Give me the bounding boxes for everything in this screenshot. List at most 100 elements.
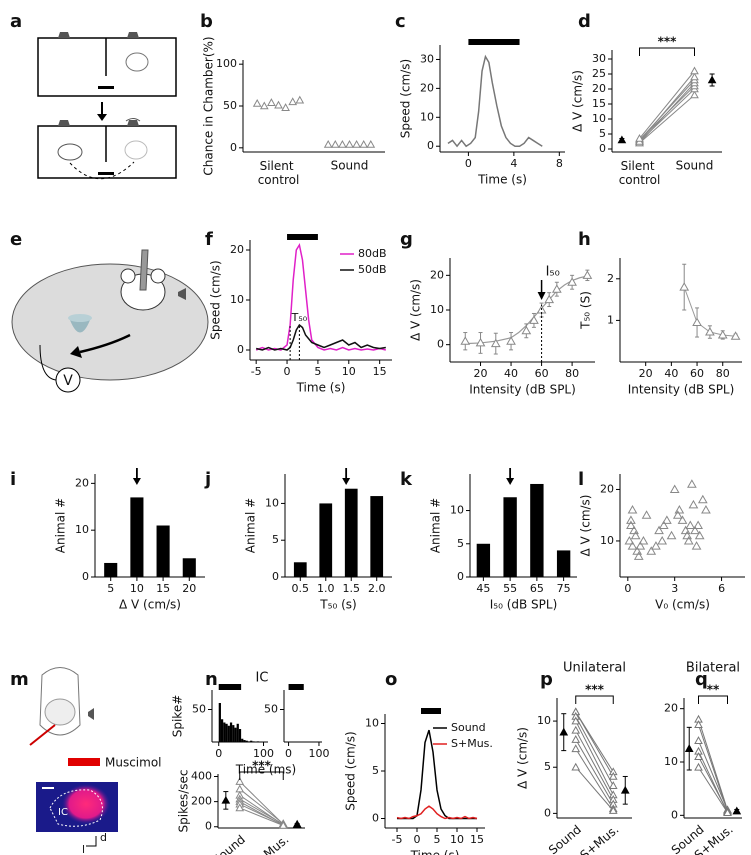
y-tick-label: 0 xyxy=(427,139,434,152)
marker xyxy=(690,525,700,535)
bar xyxy=(319,503,333,577)
marker xyxy=(694,530,705,540)
panel-label: j xyxy=(204,469,211,490)
y-tick-label: 100 xyxy=(216,57,237,70)
y-axis-label: Δ V (cm/s) xyxy=(571,70,585,132)
panel-label: p xyxy=(540,669,553,690)
sound-wave xyxy=(125,118,141,122)
speaker xyxy=(178,288,186,300)
marker xyxy=(633,551,644,560)
significance-bracket xyxy=(639,47,695,56)
arrow-head xyxy=(132,478,141,485)
marker xyxy=(521,325,532,335)
y-axis-label: Animal # xyxy=(429,498,443,553)
y-tick-label: 50 xyxy=(223,99,237,112)
category-label: Sound xyxy=(676,159,714,173)
bar xyxy=(227,725,230,742)
marker xyxy=(662,515,672,524)
marker xyxy=(646,546,657,555)
connector xyxy=(39,344,57,381)
marker xyxy=(717,329,728,339)
category-label: Sound xyxy=(331,159,369,173)
y-tick-label: 5 xyxy=(457,537,464,550)
bar xyxy=(344,488,358,577)
marker xyxy=(608,781,618,789)
x-tick-label: 0 xyxy=(414,833,421,846)
pair-line xyxy=(575,716,614,786)
marker xyxy=(690,72,699,81)
syringe xyxy=(29,724,56,746)
significance: *** xyxy=(658,35,678,49)
panel-label: k xyxy=(400,469,413,490)
bar xyxy=(238,729,242,742)
x-axis-label: T₅₀ (s) xyxy=(319,598,356,612)
injection-site xyxy=(62,784,110,824)
marker xyxy=(278,820,288,829)
water-bowl xyxy=(68,314,92,322)
marker xyxy=(281,103,290,111)
x-tick-label: 1.5 xyxy=(342,582,360,595)
marker xyxy=(235,803,245,812)
arrow-head xyxy=(97,114,107,121)
x-tick-label: 0 xyxy=(624,582,631,595)
y-axis-label: Animal # xyxy=(54,498,68,553)
x-tick-label: 20 xyxy=(474,367,488,380)
mouse-ear xyxy=(120,268,136,284)
x-tick-label: 20 xyxy=(639,367,653,380)
x-tick-label: 20 xyxy=(182,582,196,595)
mean-marker xyxy=(292,819,302,828)
panel-label: b xyxy=(200,11,213,32)
arrow-head xyxy=(342,478,351,485)
x-axis-label: Intensity (dB SPL) xyxy=(628,383,735,397)
mean-marker xyxy=(559,727,569,736)
y-tick-label: 0 xyxy=(205,820,212,833)
marker xyxy=(666,530,677,540)
diagram-a: a xyxy=(10,11,177,180)
marker xyxy=(685,520,696,529)
bar xyxy=(556,550,571,577)
chart-title: IC xyxy=(256,671,269,686)
mean-marker xyxy=(732,806,742,815)
x-tick-label: 55 xyxy=(503,582,517,595)
marker xyxy=(630,530,641,540)
marker xyxy=(571,762,581,771)
x-axis-label: Time (s) xyxy=(410,849,460,855)
bar xyxy=(252,741,255,742)
panel-label: o xyxy=(385,669,397,690)
pair-line xyxy=(698,719,728,811)
y-axis-label: Speed (cm/s) xyxy=(344,731,358,810)
y-tick-label: 10 xyxy=(265,496,279,509)
chart-title: Bilateral xyxy=(686,661,740,676)
x-axis-label: Time (s) xyxy=(296,381,346,395)
marker xyxy=(544,294,555,304)
marker xyxy=(641,510,652,519)
y-tick-label: 0 xyxy=(372,812,379,825)
marker xyxy=(705,327,715,336)
mouse xyxy=(57,143,83,161)
speaker xyxy=(88,708,94,720)
mean-marker xyxy=(221,795,231,804)
x-tick-label: 65 xyxy=(530,582,544,595)
x-tick-label: 60 xyxy=(690,367,704,380)
diagram-e: e V xyxy=(10,229,209,393)
marker xyxy=(274,100,283,109)
marker xyxy=(571,725,581,734)
marker xyxy=(635,133,644,142)
marker xyxy=(252,98,262,107)
marker xyxy=(730,331,741,340)
marker xyxy=(694,762,703,771)
y-axis-label: Δ V (cm/s) xyxy=(516,727,530,789)
bar xyxy=(476,543,491,577)
pair-line xyxy=(639,70,695,139)
marker xyxy=(677,515,688,524)
y-tick-label: 25 xyxy=(592,67,606,80)
marker xyxy=(571,716,581,725)
marker xyxy=(690,90,699,99)
panel-label: l xyxy=(578,469,584,490)
marker xyxy=(490,338,501,348)
legend-label: Muscimol xyxy=(105,756,162,770)
x-tick-label: 1.0 xyxy=(317,582,335,595)
pair-line xyxy=(698,740,728,811)
panel-label: f xyxy=(205,229,213,250)
